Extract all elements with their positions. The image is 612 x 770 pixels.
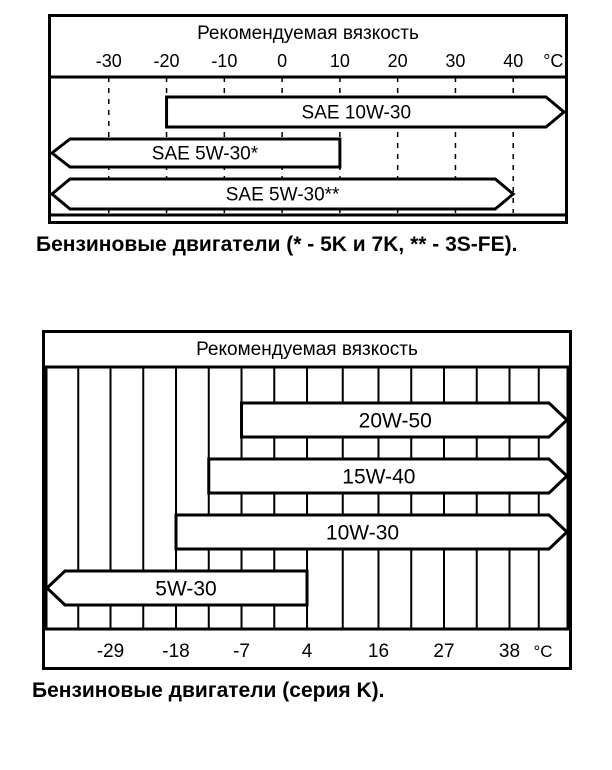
svg-text:20W-50: 20W-50	[359, 409, 432, 432]
svg-text:38: 38	[499, 641, 520, 662]
svg-text:15W-40: 15W-40	[342, 465, 415, 488]
caption-chart-2: Бензиновые двигатели (серия K).	[32, 678, 592, 704]
svg-text:-29: -29	[97, 641, 124, 662]
svg-text:27: 27	[433, 641, 454, 662]
svg-text:-20: -20	[154, 51, 180, 71]
svg-text:40: 40	[503, 51, 523, 71]
svg-text:SAE 5W-30**: SAE 5W-30**	[226, 185, 340, 206]
svg-text:10W-30: 10W-30	[326, 521, 399, 544]
svg-text:5W-30: 5W-30	[155, 577, 216, 600]
svg-text:0: 0	[277, 51, 287, 71]
svg-text:-10: -10	[211, 51, 237, 71]
svg-text:°C: °C	[533, 642, 552, 661]
svg-text:SAE 5W-30*: SAE 5W-30*	[152, 144, 259, 165]
viscosity-chart-1: Рекомендуемая вязкость -30 -20 -10 0 10 20 30 40…	[48, 14, 568, 224]
svg-text:16: 16	[368, 641, 389, 662]
svg-text:Рекомендуемая вязкость: Рекомендуемая вязкость	[197, 23, 419, 44]
viscosity-chart-2: Рекомендуемая вязкость 20W-50 15W-40 10W-30…	[42, 330, 572, 670]
svg-text:SAE 10W-30: SAE 10W-30	[302, 103, 411, 124]
svg-text:30: 30	[445, 51, 465, 71]
svg-text:Рекомендуемая вязкость: Рекомендуемая вязкость	[196, 339, 418, 360]
svg-text:20: 20	[388, 51, 408, 71]
svg-text:4: 4	[302, 641, 313, 662]
svg-text:-30: -30	[96, 51, 122, 71]
svg-text:-7: -7	[233, 641, 250, 662]
svg-text:10: 10	[330, 51, 350, 71]
svg-text:°C: °C	[543, 51, 563, 71]
caption-chart-1: Бензиновые двигатели (* - 5K и 7K, ** - …	[36, 232, 586, 258]
svg-text:-18: -18	[162, 641, 189, 662]
